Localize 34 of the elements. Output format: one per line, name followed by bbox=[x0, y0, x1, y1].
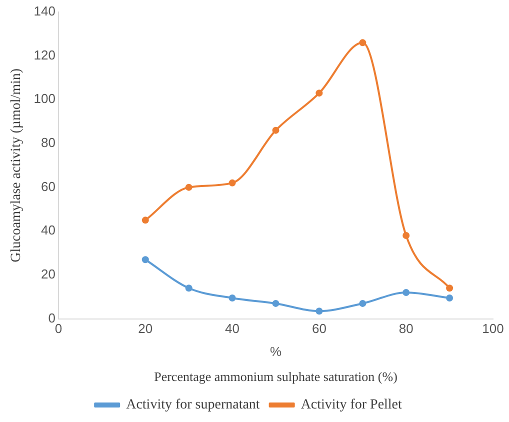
x-tick-label: 100 bbox=[482, 321, 504, 336]
point bbox=[446, 294, 454, 302]
point bbox=[359, 300, 366, 307]
x-tick-label: 20 bbox=[138, 321, 153, 336]
y-tick-label: 100 bbox=[34, 91, 56, 106]
point bbox=[402, 289, 410, 296]
point bbox=[446, 284, 454, 292]
point bbox=[402, 232, 410, 240]
y-tick-label: 80 bbox=[41, 135, 56, 150]
y-axis-title: Glucoamylase activity (µmol/min) bbox=[9, 68, 24, 262]
point bbox=[316, 90, 323, 97]
x-tick-label: 40 bbox=[225, 321, 240, 336]
x-tick-label: 60 bbox=[312, 321, 326, 336]
point bbox=[272, 126, 280, 134]
y-tick-label: 140 bbox=[34, 4, 56, 19]
y-tick-label: 40 bbox=[41, 222, 56, 238]
text: Percentage ammonium sulphate saturation (%) bbox=[154, 368, 398, 384]
x-tick-label: 80 bbox=[398, 321, 414, 336]
point bbox=[142, 216, 149, 224]
y-tick-label: 0 bbox=[48, 310, 56, 326]
legend-label: Activity for supernatant bbox=[126, 398, 260, 413]
y-tick-label: 120 bbox=[34, 47, 56, 62]
point bbox=[359, 39, 366, 46]
point bbox=[185, 284, 192, 292]
legend-label: Activity for Pellet bbox=[300, 398, 402, 413]
point bbox=[142, 256, 149, 264]
point bbox=[316, 308, 323, 315]
point bbox=[272, 300, 280, 307]
point bbox=[228, 179, 236, 186]
x-axis-title: % bbox=[270, 344, 282, 359]
y-tick-label: 60 bbox=[41, 178, 56, 194]
point bbox=[185, 184, 192, 191]
point bbox=[228, 294, 236, 302]
y-tick-label: 20 bbox=[41, 266, 56, 282]
